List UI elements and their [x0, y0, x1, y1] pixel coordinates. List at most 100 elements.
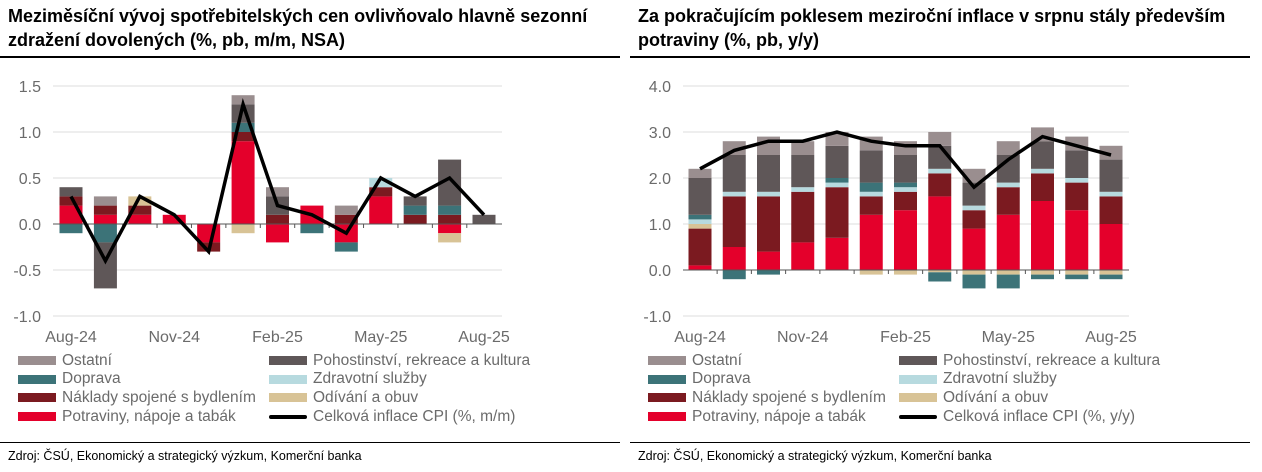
bar-segment — [928, 173, 952, 197]
legend-item: Odívání a obuv — [269, 388, 418, 407]
bar-segment — [403, 196, 427, 206]
bar-segment — [996, 155, 1020, 183]
legend-swatch — [899, 393, 937, 403]
y-tick-label: 2.0 — [649, 171, 671, 188]
legend-item: Celková inflace CPI (%, y/y) — [899, 407, 1135, 426]
legend-swatch — [269, 374, 307, 384]
bar-segment — [300, 224, 324, 234]
legend-line-swatch — [899, 414, 937, 419]
bar-segment — [825, 187, 849, 238]
bar-segment — [722, 196, 746, 247]
bar-segment — [369, 178, 393, 188]
legend-label: Celková inflace CPI (%, m/m) — [313, 407, 516, 425]
legend-item: Potraviny, nápoje a tabák — [648, 407, 866, 426]
legend-label: Ostatní — [62, 351, 112, 369]
source-divider — [630, 442, 1250, 443]
bar-segment — [1031, 270, 1054, 275]
legend-item: Náklady spojené s bydlením — [18, 388, 256, 407]
legend-label: Potraviny, nápoje a tabák — [692, 407, 866, 425]
legend-item: Zdravotní služby — [899, 370, 1057, 389]
bar-segment — [1099, 145, 1123, 160]
bar-segment — [825, 182, 849, 188]
y-tick-label: -1.0 — [13, 309, 41, 326]
y-tick-label: 4.0 — [649, 79, 671, 96]
bar-segment — [403, 205, 427, 215]
bar-segment — [928, 132, 952, 146]
bar-segment — [894, 187, 917, 192]
bar-segment — [688, 219, 712, 224]
bar-segment — [859, 182, 883, 192]
legend-label: Celková inflace CPI (%, y/y) — [943, 407, 1136, 425]
bar-segment — [688, 265, 712, 270]
y-tick-label: 0.0 — [649, 263, 671, 280]
bar-segment — [334, 242, 358, 252]
bar-segment — [962, 274, 986, 289]
legend-label: Pohostinství, rekreace a kultura — [943, 351, 1161, 369]
x-tick-label: Nov-24 — [777, 329, 829, 346]
bar-segment — [369, 196, 393, 224]
legend-swatch — [18, 374, 56, 384]
bar-segment — [1065, 182, 1089, 211]
bar-segment — [59, 224, 83, 234]
bar-segment — [1031, 173, 1054, 201]
bar-segment — [962, 182, 986, 206]
legend-label: Pohostinství, rekreace a kultura — [313, 351, 531, 369]
bar-segment — [996, 274, 1020, 289]
legend-label: Odívání a obuv — [943, 388, 1049, 406]
bar-segment — [722, 191, 746, 197]
bar-segment — [1065, 274, 1089, 280]
bar-segment — [1031, 274, 1054, 280]
source-divider — [0, 442, 620, 443]
legend-label: Náklady spojené s bydlením — [62, 388, 256, 406]
bar-segment — [894, 182, 917, 188]
legend-swatch — [648, 356, 686, 365]
legend-item: Ostatní — [18, 351, 112, 370]
legend-label: Doprava — [692, 370, 751, 388]
legend-label: Ostatní — [692, 351, 742, 369]
bar-segment — [928, 196, 952, 270]
legend-swatch — [899, 356, 937, 365]
legend-label: Náklady spojené s bydlením — [692, 388, 886, 406]
bar-segment — [1065, 210, 1089, 270]
bar-segment — [996, 187, 1020, 215]
bar-segment — [93, 224, 117, 243]
legend-swatch — [648, 412, 686, 422]
legend-label: Zdravotní služby — [943, 370, 1057, 388]
legend-item: Pohostinství, rekreace a kultura — [269, 351, 530, 370]
bar-segment — [231, 132, 255, 142]
x-tick-label: Feb-25 — [880, 329, 931, 346]
bar-segment — [93, 205, 117, 215]
bar-segment — [59, 187, 83, 197]
legend-swatch — [648, 374, 686, 384]
bar-segment — [403, 214, 427, 224]
x-tick-label: Aug-24 — [674, 329, 726, 346]
chart-mm: -1.0 -0.5 0.0 0.5 1.0 1.5 Aug-24 Nov-24 Feb-25 Ma… — [13, 79, 509, 346]
bar-segment — [334, 205, 358, 215]
bar-segment — [722, 247, 746, 270]
bar-segment — [266, 214, 289, 224]
bar-segment — [93, 214, 117, 224]
bar-segment — [1099, 274, 1123, 280]
bar-segment — [757, 155, 780, 192]
bar-segment — [928, 270, 952, 273]
y-tick-label: 0.5 — [19, 171, 41, 188]
bar-segment — [722, 155, 746, 192]
legend-item: Celková inflace CPI (%, m/m) — [269, 407, 515, 426]
x-tick-label: Feb-25 — [252, 329, 303, 346]
bar-segment — [438, 214, 462, 224]
bar-segment — [93, 196, 117, 206]
bar-segment — [231, 122, 255, 132]
bar-segment — [996, 182, 1020, 188]
source-note: Zdroj: ČSÚ, Ekonomický a strategický výz… — [638, 449, 992, 463]
bar-segment — [962, 210, 986, 229]
title-divider — [630, 56, 1250, 58]
legend-swatch — [18, 356, 56, 365]
y-tick-label: 1.5 — [19, 79, 41, 96]
bar-segment — [996, 270, 1020, 275]
bar-segment — [1065, 178, 1089, 183]
bar-segment — [894, 155, 917, 183]
bar-segment — [722, 270, 746, 280]
bar-segment — [791, 187, 815, 192]
bar-segment — [928, 272, 952, 282]
chart-panel-yy: Za pokračujícím poklesem meziroční infla… — [630, 0, 1250, 472]
